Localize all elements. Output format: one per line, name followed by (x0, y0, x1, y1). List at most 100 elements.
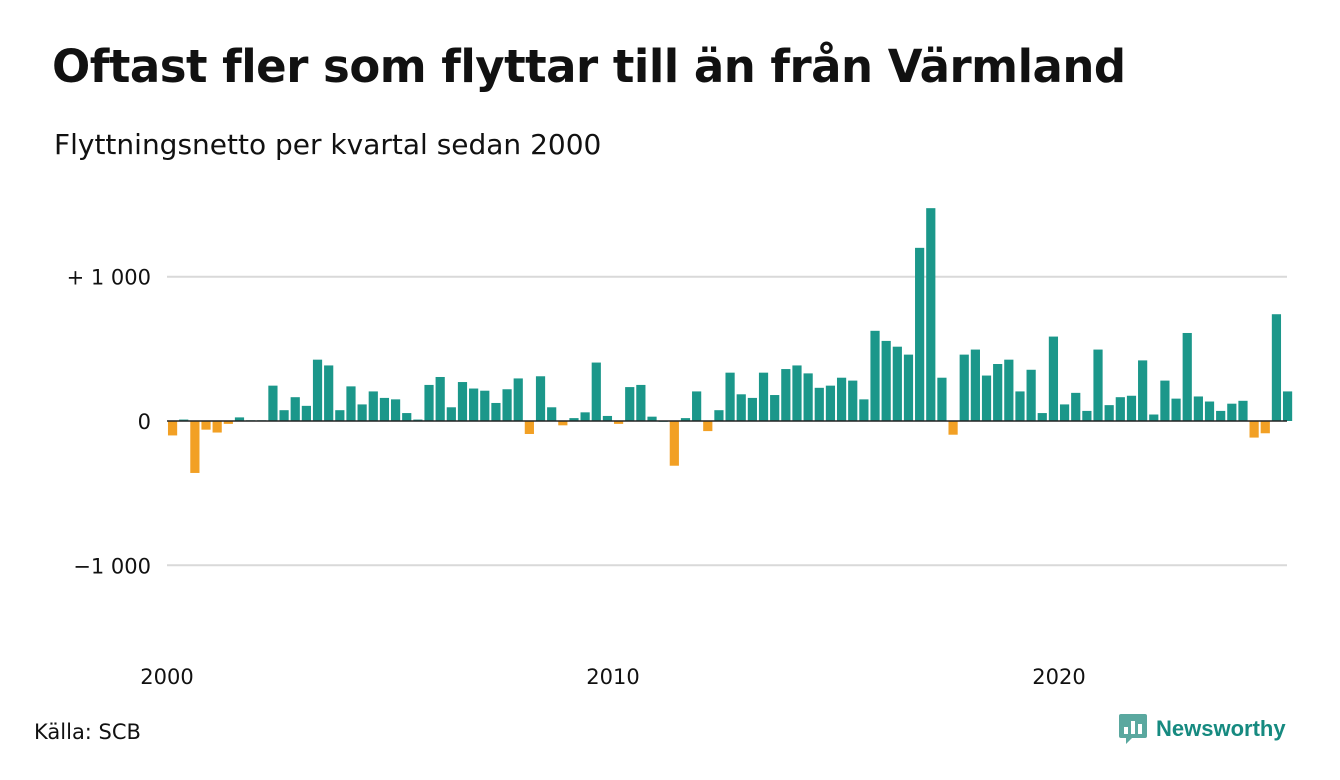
bar (1216, 410, 1226, 421)
bar (981, 375, 992, 421)
bar (547, 407, 557, 421)
bar (993, 364, 1003, 421)
bar (613, 421, 624, 424)
source-note: Källa: SCB (34, 720, 141, 744)
bar (212, 421, 222, 433)
bar (625, 387, 635, 421)
y-tick-label: −1 000 (73, 554, 151, 578)
bar (535, 376, 546, 421)
bar (312, 359, 323, 421)
bar (346, 386, 356, 421)
bar (970, 349, 980, 421)
bar (524, 421, 534, 434)
bar (201, 421, 211, 430)
bar (937, 377, 947, 421)
bar (892, 346, 902, 421)
bar (190, 421, 200, 473)
bar (1026, 369, 1036, 421)
bar (636, 384, 646, 422)
bar (1160, 380, 1170, 421)
bar (1004, 359, 1014, 421)
x-tick-label: 2010 (586, 665, 639, 689)
bar (669, 421, 679, 466)
x-tick-label: 2020 (1032, 665, 1085, 689)
bar (446, 407, 456, 421)
bar (903, 354, 914, 421)
bar (959, 354, 969, 421)
bar (1238, 400, 1248, 421)
bar (1204, 401, 1215, 421)
bar (836, 377, 847, 421)
bar (390, 399, 401, 422)
bar-chart: + 1 000 0 −1 000 2000 2010 2020 (67, 208, 1293, 689)
bar (859, 399, 869, 422)
y-axis-labels: + 1 000 0 −1 000 (67, 266, 151, 579)
bar (881, 340, 891, 421)
bar (803, 373, 813, 421)
bar (1182, 332, 1192, 421)
bar (1082, 410, 1092, 421)
bar (747, 397, 757, 421)
bar (1260, 421, 1270, 434)
bar (513, 378, 523, 421)
bars (167, 208, 1293, 473)
bar (814, 387, 824, 421)
bar (357, 404, 367, 421)
bar (714, 410, 724, 421)
bar (558, 421, 568, 426)
bar (234, 417, 245, 421)
bar (1271, 314, 1282, 421)
bar (424, 384, 434, 422)
bar (1093, 349, 1103, 421)
bar (279, 410, 289, 421)
bar (758, 372, 769, 421)
bar (781, 369, 791, 421)
bar (825, 385, 836, 421)
bar (602, 415, 613, 421)
bar (703, 421, 713, 432)
bar (290, 397, 300, 421)
bar (569, 418, 579, 421)
bar (1171, 398, 1181, 421)
bar (1193, 396, 1203, 421)
bar (268, 385, 278, 421)
newsworthy-logo-icon (1119, 714, 1147, 744)
x-axis-labels: 2000 2010 2020 (140, 665, 1085, 689)
bar (402, 413, 412, 421)
bar (1149, 414, 1159, 421)
chart-subtitle: Flyttningsnetto per kvartal sedan 2000 (54, 128, 602, 161)
bar (435, 376, 445, 421)
bar (770, 395, 780, 421)
bar (915, 247, 925, 421)
bar (223, 421, 233, 424)
bar (1048, 336, 1059, 421)
chart-title: Oftast fler som flyttar till än från Vär… (52, 40, 1126, 93)
bar (948, 421, 958, 435)
bar (480, 390, 490, 421)
bar (1115, 397, 1125, 421)
gridlines (167, 275, 1287, 567)
brand-name: Newsworthy (1156, 716, 1286, 741)
bar (1015, 391, 1025, 421)
bar (1227, 403, 1237, 421)
bar (491, 402, 501, 421)
bar (870, 330, 880, 421)
bar (680, 418, 691, 421)
bar (692, 391, 702, 421)
bar (1071, 392, 1081, 421)
bar (167, 421, 178, 436)
bar (301, 405, 311, 421)
bar (324, 365, 334, 421)
brand-logo[interactable]: Newsworthy (1118, 712, 1286, 746)
bar (591, 362, 601, 421)
bar (736, 394, 746, 421)
bar (1282, 391, 1293, 421)
bar (502, 389, 512, 421)
bar (1126, 395, 1137, 421)
bar (580, 412, 590, 421)
bar (457, 382, 468, 421)
bar (469, 388, 479, 421)
bar (848, 380, 858, 421)
bar (335, 410, 345, 421)
bar (792, 365, 802, 421)
